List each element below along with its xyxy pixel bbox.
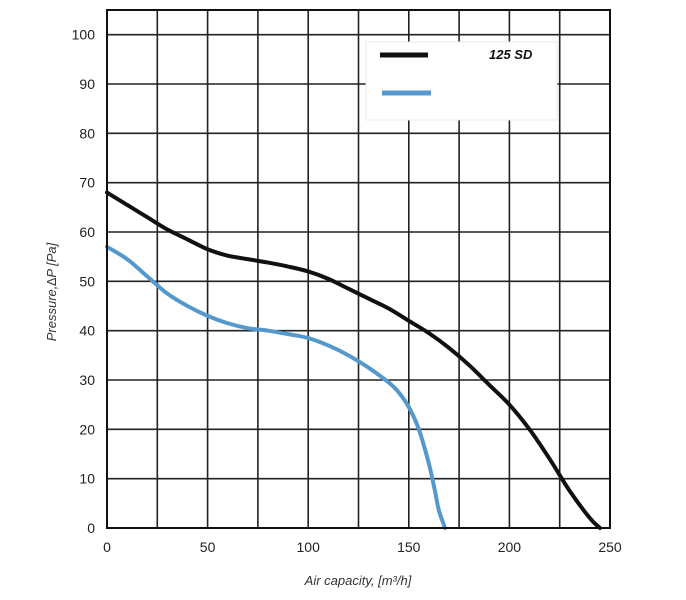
series-line-125-sd bbox=[105, 190, 602, 530]
x-tick-label: 150 bbox=[397, 539, 421, 555]
y-tick-label: 100 bbox=[72, 27, 96, 43]
x-tick-label: 250 bbox=[598, 539, 622, 555]
y-axis-title: Pressure,∆P [Pa] bbox=[44, 242, 59, 341]
y-tick-label: 10 bbox=[79, 471, 95, 487]
x-tick-label: 100 bbox=[297, 539, 321, 555]
y-tick-label: 40 bbox=[79, 323, 95, 339]
y-tick-label: 70 bbox=[79, 175, 95, 191]
y-tick-label: 0 bbox=[87, 520, 95, 536]
y-tick-label: 30 bbox=[79, 372, 95, 388]
legend: 125 SD bbox=[365, 41, 558, 121]
tick-labels: 0 50 100 150 200 250 0 10 20 30 40 50 60 70 80 90 100 bbox=[72, 27, 622, 555]
series-line-second bbox=[105, 244, 448, 530]
y-tick-label: 50 bbox=[79, 273, 95, 289]
y-tick-label: 60 bbox=[79, 224, 95, 240]
legend-label-125-sd: 125 SD bbox=[489, 47, 533, 62]
y-tick-label: 90 bbox=[79, 76, 95, 92]
x-tick-label: 0 bbox=[103, 539, 111, 555]
x-axis-title: Air capacity, [m³/h] bbox=[304, 573, 412, 588]
x-tick-label: 200 bbox=[498, 539, 522, 555]
plot-frame bbox=[106, 9, 611, 529]
y-tick-label: 80 bbox=[79, 125, 95, 141]
y-tick-label: 20 bbox=[79, 421, 95, 437]
x-tick-label: 50 bbox=[200, 539, 216, 555]
data-series bbox=[105, 190, 602, 530]
